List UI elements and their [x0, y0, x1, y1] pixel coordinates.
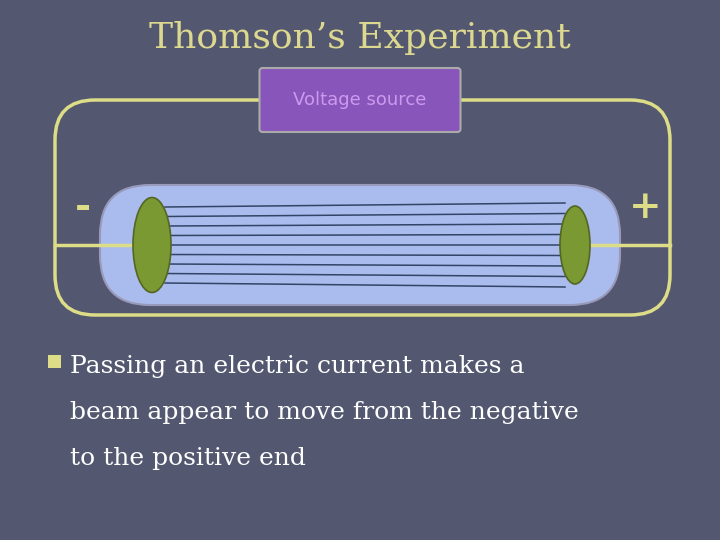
FancyBboxPatch shape [100, 185, 620, 305]
Ellipse shape [560, 206, 590, 284]
Text: to the positive end: to the positive end [70, 447, 306, 470]
Text: +: + [629, 188, 661, 226]
Bar [48, 355, 61, 368]
Ellipse shape [133, 198, 171, 293]
Text: Thomson’s Experiment: Thomson’s Experiment [149, 21, 571, 55]
Text: beam appear to move from the negative: beam appear to move from the negative [70, 401, 579, 424]
Text: -: - [75, 188, 91, 226]
Text: Passing an electric current makes a: Passing an electric current makes a [70, 355, 524, 378]
Text: Voltage source: Voltage source [293, 91, 427, 109]
FancyBboxPatch shape [259, 68, 461, 132]
